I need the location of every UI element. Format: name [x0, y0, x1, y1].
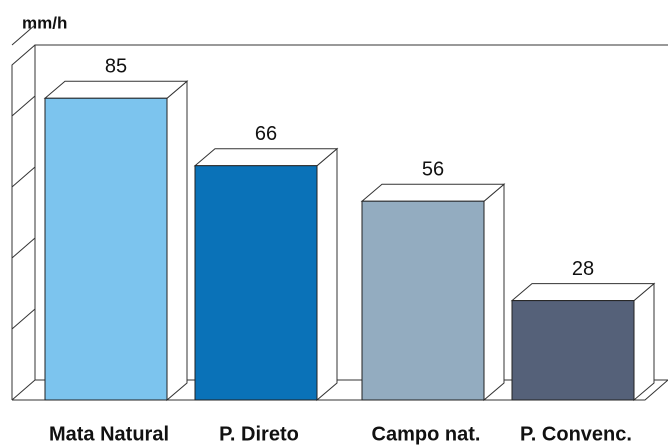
bar-side: [166, 80, 188, 402]
y-axis-label: mm/h: [22, 13, 67, 32]
value-label: 28: [572, 258, 594, 280]
bar-side: [483, 183, 505, 402]
left-wall: [11, 44, 36, 400]
value-label: 85: [105, 56, 127, 78]
y-tick: [11, 308, 36, 330]
bar-side: [633, 282, 655, 402]
bar-side: [316, 147, 338, 402]
y-tick: [11, 166, 36, 188]
floor: [12, 379, 668, 401]
x-tick-label: P. Convenc.: [520, 423, 632, 445]
value-label: 56: [422, 158, 444, 180]
bar-top: [360, 183, 506, 202]
y-tick: [11, 24, 36, 46]
bar: [194, 165, 318, 401]
bar-top: [43, 80, 189, 99]
bar: [361, 200, 485, 401]
x-tick-label: Campo nat.: [372, 423, 481, 445]
bar-top: [510, 283, 656, 302]
bar: [511, 300, 635, 401]
y-tick: [11, 237, 36, 259]
bar: [44, 97, 168, 401]
value-label: 66: [255, 123, 277, 145]
y-tick: [11, 95, 36, 117]
x-tick-label: P. Direto: [219, 423, 299, 445]
bar-top: [193, 148, 339, 167]
y-tick: [11, 379, 36, 401]
x-tick-label: Mata Natural: [49, 423, 169, 445]
